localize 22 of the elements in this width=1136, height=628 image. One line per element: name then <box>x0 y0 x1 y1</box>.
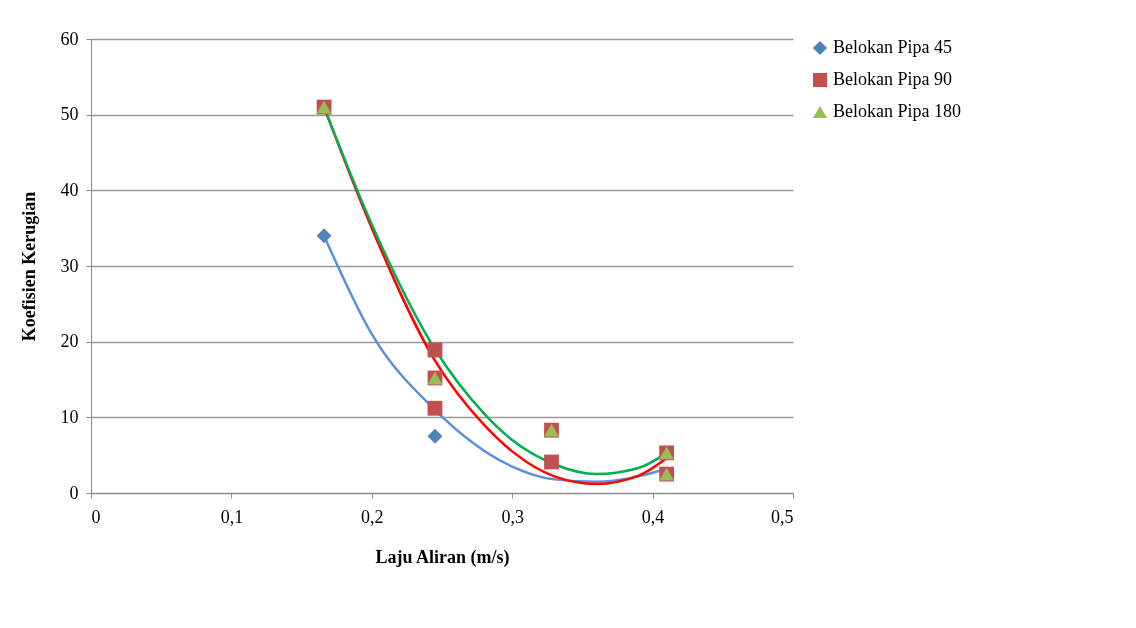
y-tick-label: 0 <box>69 482 79 503</box>
x-tick-label: 0,1 <box>220 506 244 527</box>
y-tick-label: 60 <box>60 28 79 49</box>
point <box>316 228 332 244</box>
x-tick-label: 0,4 <box>641 506 665 527</box>
y-axis-title: Koefisien Kerugian <box>18 191 39 342</box>
x-tick-label: 0,3 <box>501 506 524 527</box>
x-tick-label: 0 <box>91 506 101 527</box>
point <box>544 454 559 470</box>
legend-label: Belokan Pipa 45 <box>833 37 952 57</box>
point <box>427 428 443 444</box>
x-tick-label: 0,5 <box>771 506 794 527</box>
x-axis-title: Laju Aliran (m/s) <box>375 546 510 568</box>
y-tick-label: 40 <box>60 179 79 200</box>
legend-label: Belokan Pipa 180 <box>833 101 961 121</box>
legend-label: Belokan Pipa 90 <box>833 69 952 89</box>
y-tick-label: 20 <box>60 331 79 352</box>
y-tick-label: 10 <box>60 406 79 427</box>
point <box>427 400 443 416</box>
x-tick-label: 0,2 <box>361 506 384 527</box>
y-tick-label: 50 <box>60 104 79 125</box>
y-tick-label: 30 <box>60 255 79 276</box>
